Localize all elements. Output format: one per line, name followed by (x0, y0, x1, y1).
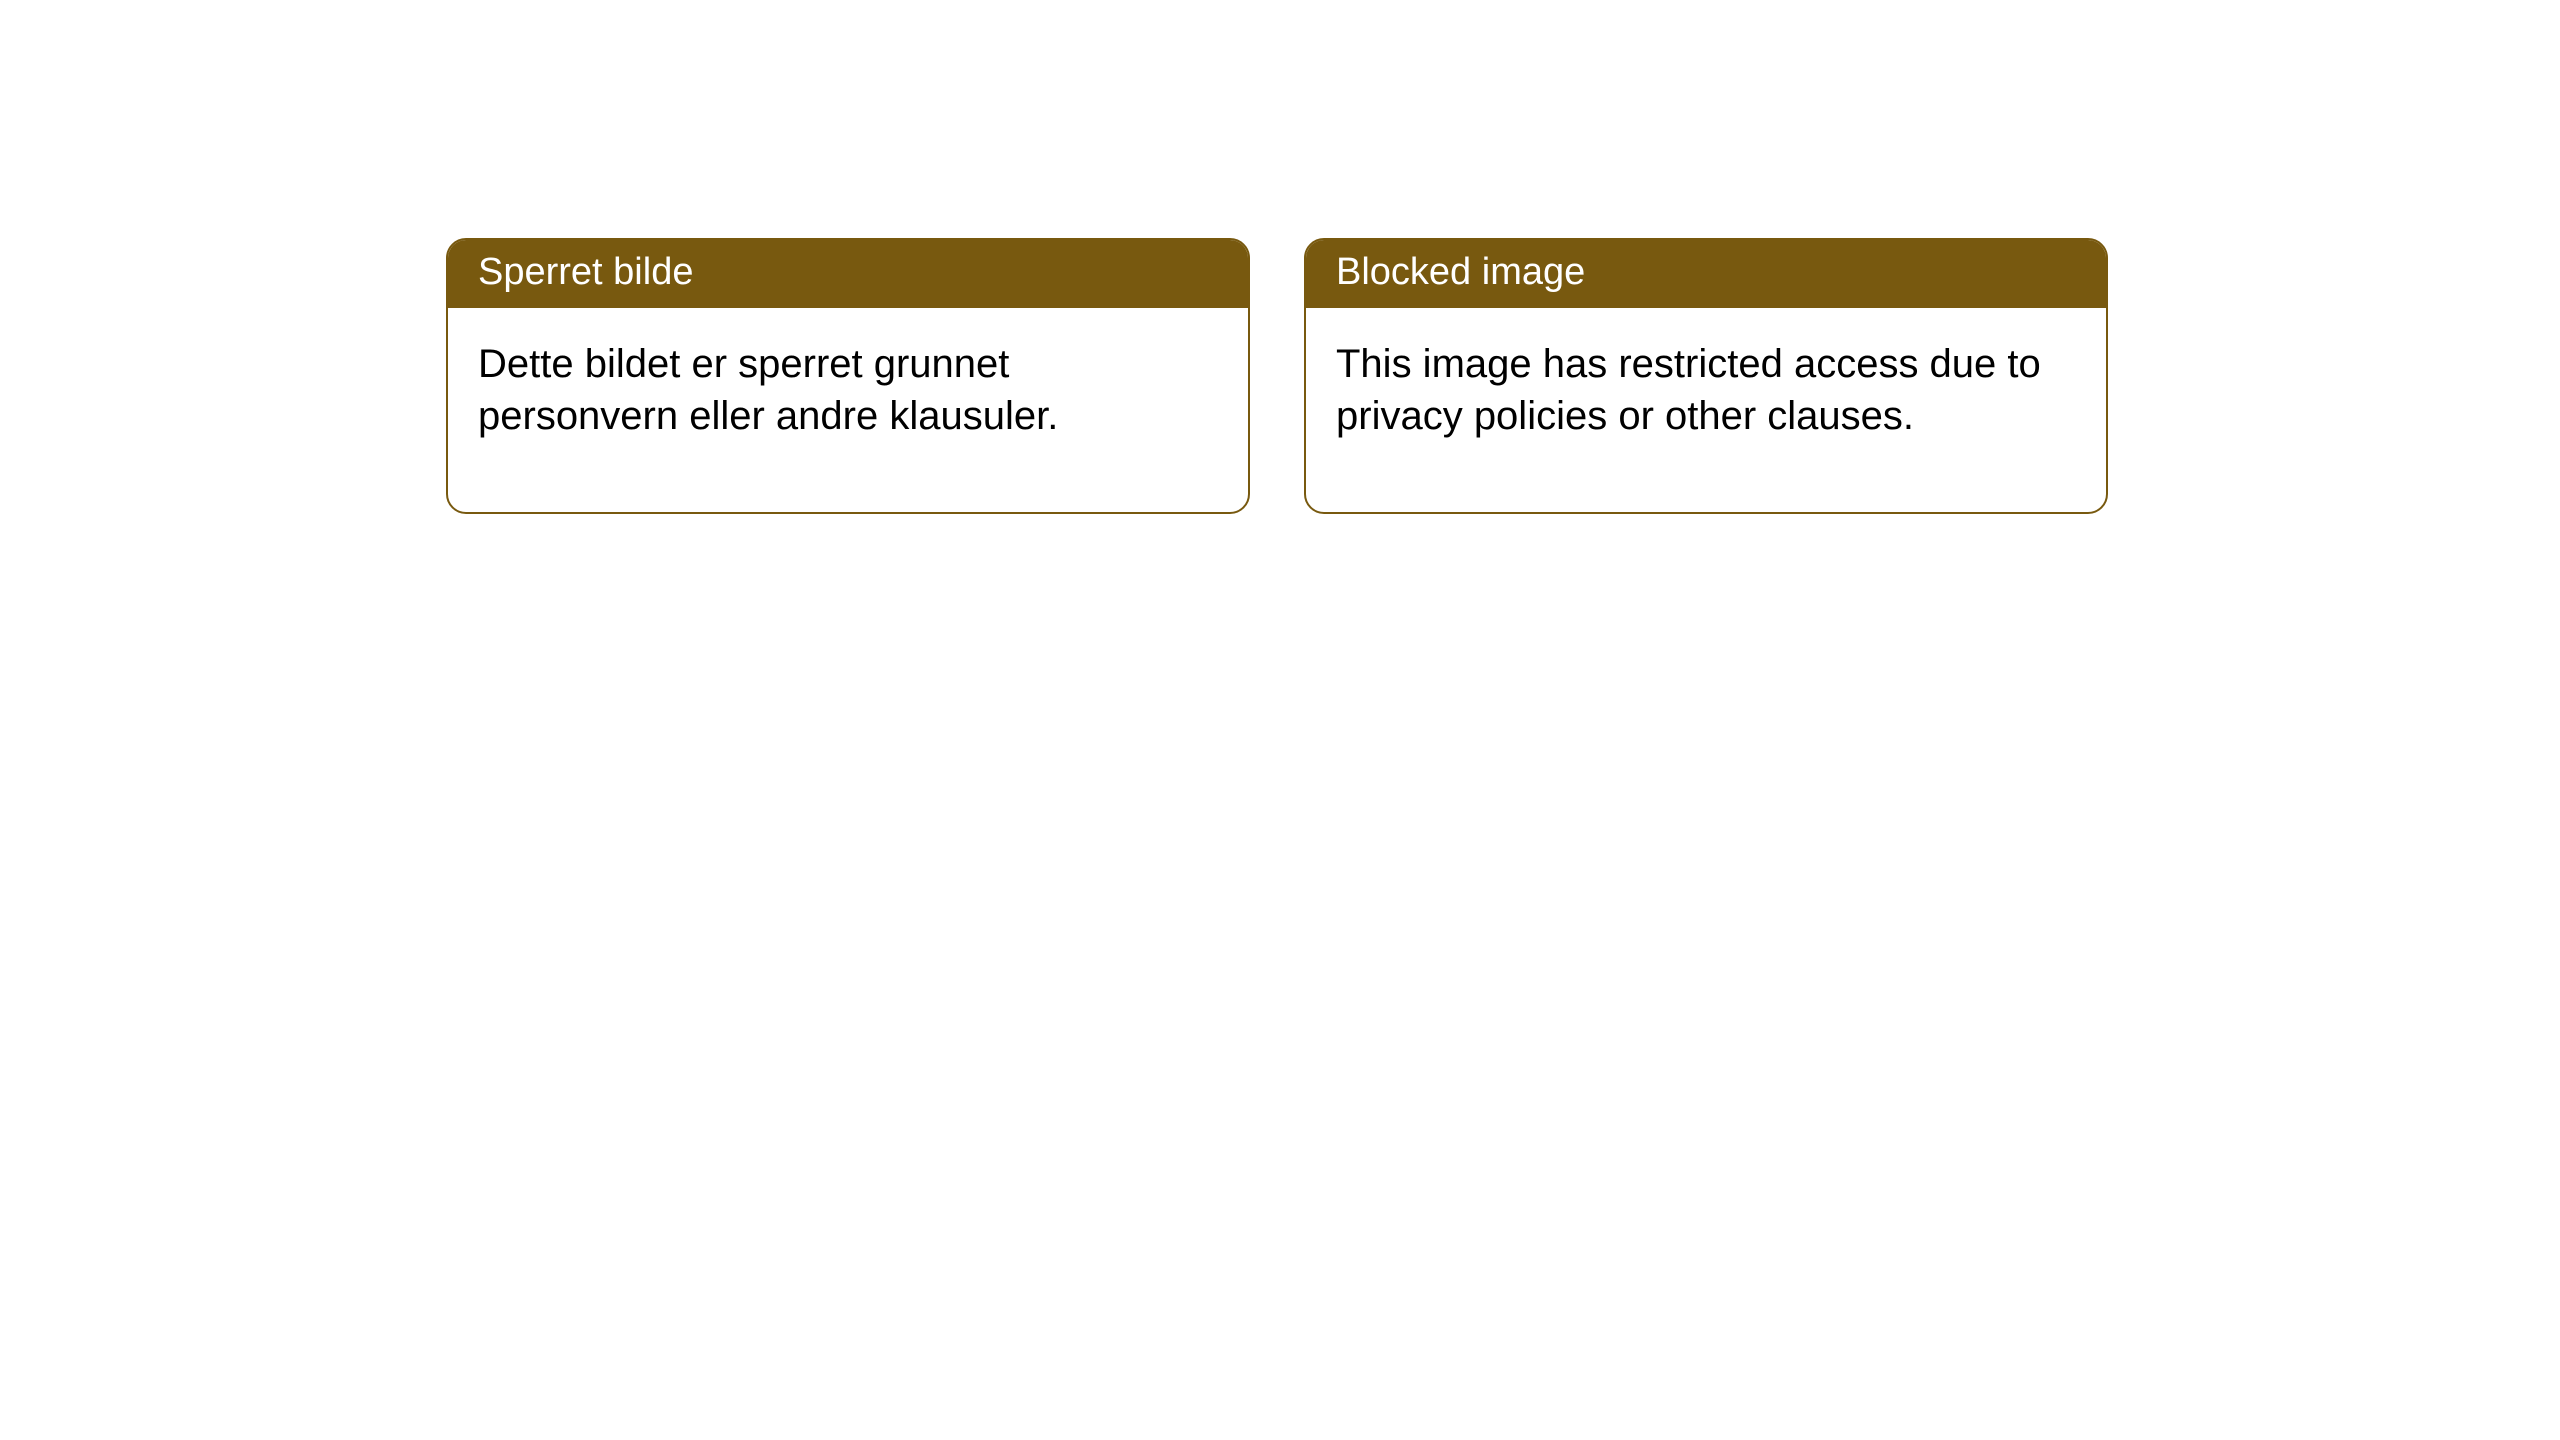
notice-card-norwegian: Sperret bilde Dette bildet er sperret gr… (446, 238, 1250, 514)
notice-card-title: Blocked image (1306, 240, 2106, 308)
notice-card-body: Dette bildet er sperret grunnet personve… (448, 308, 1248, 512)
notice-card-title: Sperret bilde (448, 240, 1248, 308)
notice-cards-container: Sperret bilde Dette bildet er sperret gr… (446, 238, 2108, 514)
notice-card-english: Blocked image This image has restricted … (1304, 238, 2108, 514)
notice-card-body: This image has restricted access due to … (1306, 308, 2106, 512)
